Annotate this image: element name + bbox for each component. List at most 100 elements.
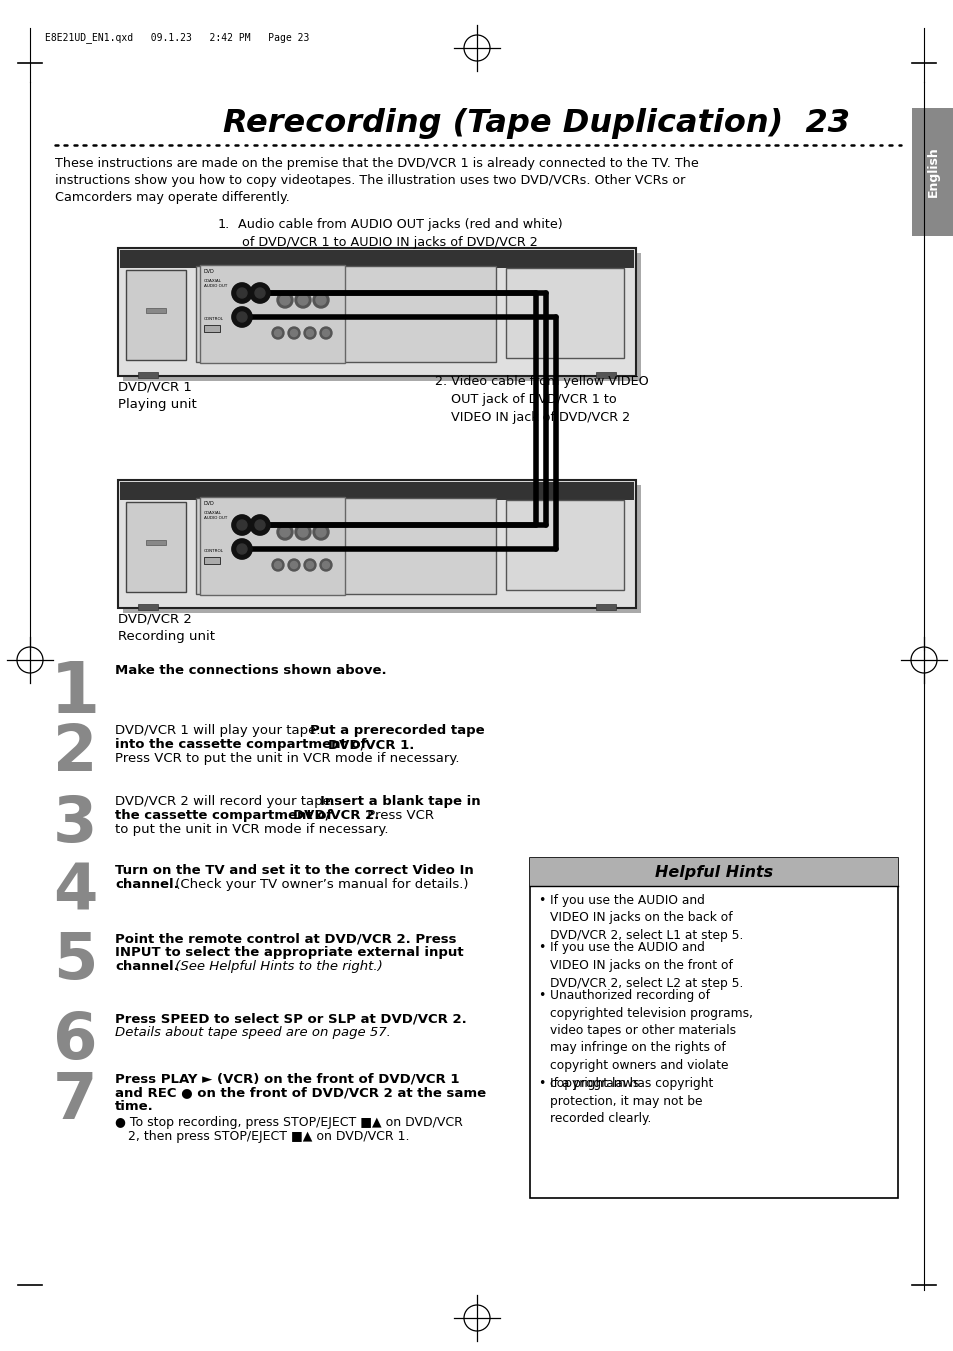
Bar	[118, 249, 636, 376]
Text: the cassette compartment of: the cassette compartment of	[115, 809, 336, 821]
Text: •: •	[537, 894, 545, 907]
Text: DVD/VCR 2.: DVD/VCR 2.	[293, 809, 379, 821]
Circle shape	[250, 515, 270, 535]
Text: Insert a blank tape in: Insert a blank tape in	[319, 794, 480, 808]
Text: Audio cable from AUDIO OUT jacks (red and white)
  of DVD/VCR 1 to AUDIO IN jack: Audio cable from AUDIO OUT jacks (red an…	[233, 218, 562, 249]
Circle shape	[276, 292, 293, 308]
Text: Turn on the TV and set it to the correct Video In: Turn on the TV and set it to the correct…	[115, 865, 474, 877]
Text: ● To stop recording, press STOP/EJECT ■▲ on DVD/VCR: ● To stop recording, press STOP/EJECT ■▲…	[115, 1116, 462, 1129]
Text: COAXIAL
AUDIO OUT: COAXIAL AUDIO OUT	[204, 511, 227, 520]
Bar	[120, 482, 634, 500]
Bar	[138, 372, 158, 378]
Text: Point the remote control at DVD/VCR 2. Press: Point the remote control at DVD/VCR 2. P…	[115, 932, 456, 944]
Circle shape	[322, 330, 329, 336]
Text: (See Helpful Hints to the right.): (See Helpful Hints to the right.)	[171, 961, 382, 973]
Text: 5: 5	[52, 929, 97, 992]
Circle shape	[250, 282, 270, 303]
Text: Details about tape speed are on page 57.: Details about tape speed are on page 57.	[115, 1025, 391, 1039]
Bar	[146, 540, 166, 544]
Text: 7: 7	[52, 1070, 97, 1132]
Circle shape	[250, 515, 270, 535]
Text: 1.: 1.	[218, 218, 230, 231]
Circle shape	[232, 282, 252, 303]
Bar	[146, 308, 166, 313]
Circle shape	[236, 520, 247, 530]
Circle shape	[254, 520, 265, 530]
Text: Press SPEED to select SP or SLP at DVD/VCR 2.: Press SPEED to select SP or SLP at DVD/V…	[115, 1012, 466, 1025]
Bar	[123, 253, 640, 381]
Circle shape	[236, 288, 247, 299]
Circle shape	[239, 290, 245, 296]
Text: DVD: DVD	[204, 269, 214, 274]
Circle shape	[272, 327, 284, 339]
Circle shape	[256, 290, 263, 296]
Circle shape	[232, 282, 252, 303]
Circle shape	[297, 295, 308, 305]
Text: to put the unit in VCR mode if necessary.: to put the unit in VCR mode if necessary…	[115, 823, 388, 836]
Circle shape	[236, 312, 247, 322]
Text: and REC ● on the front of DVD/VCR 2 at the same: and REC ● on the front of DVD/VCR 2 at t…	[115, 1086, 486, 1098]
Text: into the cassette compartment of: into the cassette compartment of	[115, 738, 371, 751]
Text: Make the connections shown above.: Make the connections shown above.	[115, 663, 386, 677]
Circle shape	[250, 282, 270, 303]
Text: DVD/VCR 2 will record your tape.: DVD/VCR 2 will record your tape.	[115, 794, 339, 808]
Circle shape	[294, 292, 311, 308]
Text: English: English	[925, 147, 939, 197]
Text: 2, then press STOP/EJECT ■▲ on DVD/VCR 1.: 2, then press STOP/EJECT ■▲ on DVD/VCR 1…	[128, 1129, 409, 1143]
Circle shape	[272, 559, 284, 571]
Circle shape	[234, 286, 249, 300]
Circle shape	[315, 295, 326, 305]
Circle shape	[274, 330, 281, 336]
Circle shape	[234, 542, 249, 557]
Text: time.: time.	[115, 1100, 153, 1113]
Circle shape	[288, 559, 299, 571]
Circle shape	[254, 288, 265, 299]
Text: INPUT to select the appropriate external input: INPUT to select the appropriate external…	[115, 946, 463, 959]
Text: Press VCR: Press VCR	[363, 809, 434, 821]
Bar	[204, 557, 220, 563]
Bar	[505, 500, 623, 590]
Text: Rerecording (Tape Duplication)  23: Rerecording (Tape Duplication) 23	[223, 108, 849, 139]
Bar	[138, 604, 158, 611]
Circle shape	[315, 527, 326, 536]
Bar	[530, 858, 897, 1198]
Text: (Check your TV owner’s manual for details.): (Check your TV owner’s manual for detail…	[171, 878, 468, 892]
Bar	[126, 270, 186, 359]
Text: These instructions are made on the premise that the DVD/VCR 1 is already connect: These instructions are made on the premi…	[55, 157, 698, 204]
Circle shape	[294, 524, 311, 540]
Circle shape	[313, 524, 329, 540]
Bar	[204, 326, 220, 332]
Text: •: •	[537, 989, 545, 1002]
Text: Unauthorized recording of
copyrighted television programs,
video tapes or other : Unauthorized recording of copyrighted te…	[550, 989, 752, 1089]
Text: If you use the AUDIO and
VIDEO IN jacks on the back of
DVD/VCR 2, select L1 at s: If you use the AUDIO and VIDEO IN jacks …	[550, 894, 742, 942]
Circle shape	[306, 562, 314, 569]
Circle shape	[304, 327, 315, 339]
Circle shape	[280, 527, 290, 536]
Bar	[195, 266, 496, 362]
Circle shape	[313, 292, 329, 308]
Circle shape	[253, 517, 267, 532]
Circle shape	[322, 562, 329, 569]
Circle shape	[234, 517, 249, 532]
Text: COAXIAL
AUDIO OUT: COAXIAL AUDIO OUT	[204, 280, 227, 288]
Text: DVD: DVD	[204, 501, 214, 507]
Circle shape	[236, 544, 247, 554]
Bar	[911, 108, 953, 236]
Circle shape	[304, 559, 315, 571]
Circle shape	[234, 309, 249, 324]
Circle shape	[239, 521, 245, 528]
Circle shape	[306, 330, 314, 336]
Text: Press VCR to put the unit in VCR mode if necessary.: Press VCR to put the unit in VCR mode if…	[115, 753, 459, 765]
Bar	[195, 499, 496, 594]
Bar	[120, 250, 634, 267]
Circle shape	[288, 327, 299, 339]
Circle shape	[232, 539, 252, 559]
Text: If a program has copyright
protection, it may not be
recorded clearly.: If a program has copyright protection, i…	[550, 1077, 713, 1125]
Text: •: •	[537, 1077, 545, 1090]
Bar	[505, 267, 623, 358]
Text: 6: 6	[52, 1011, 97, 1071]
Circle shape	[280, 295, 290, 305]
Bar	[596, 604, 616, 611]
Text: DVD/VCR 2
Recording unit: DVD/VCR 2 Recording unit	[118, 612, 214, 643]
Bar	[118, 480, 636, 608]
